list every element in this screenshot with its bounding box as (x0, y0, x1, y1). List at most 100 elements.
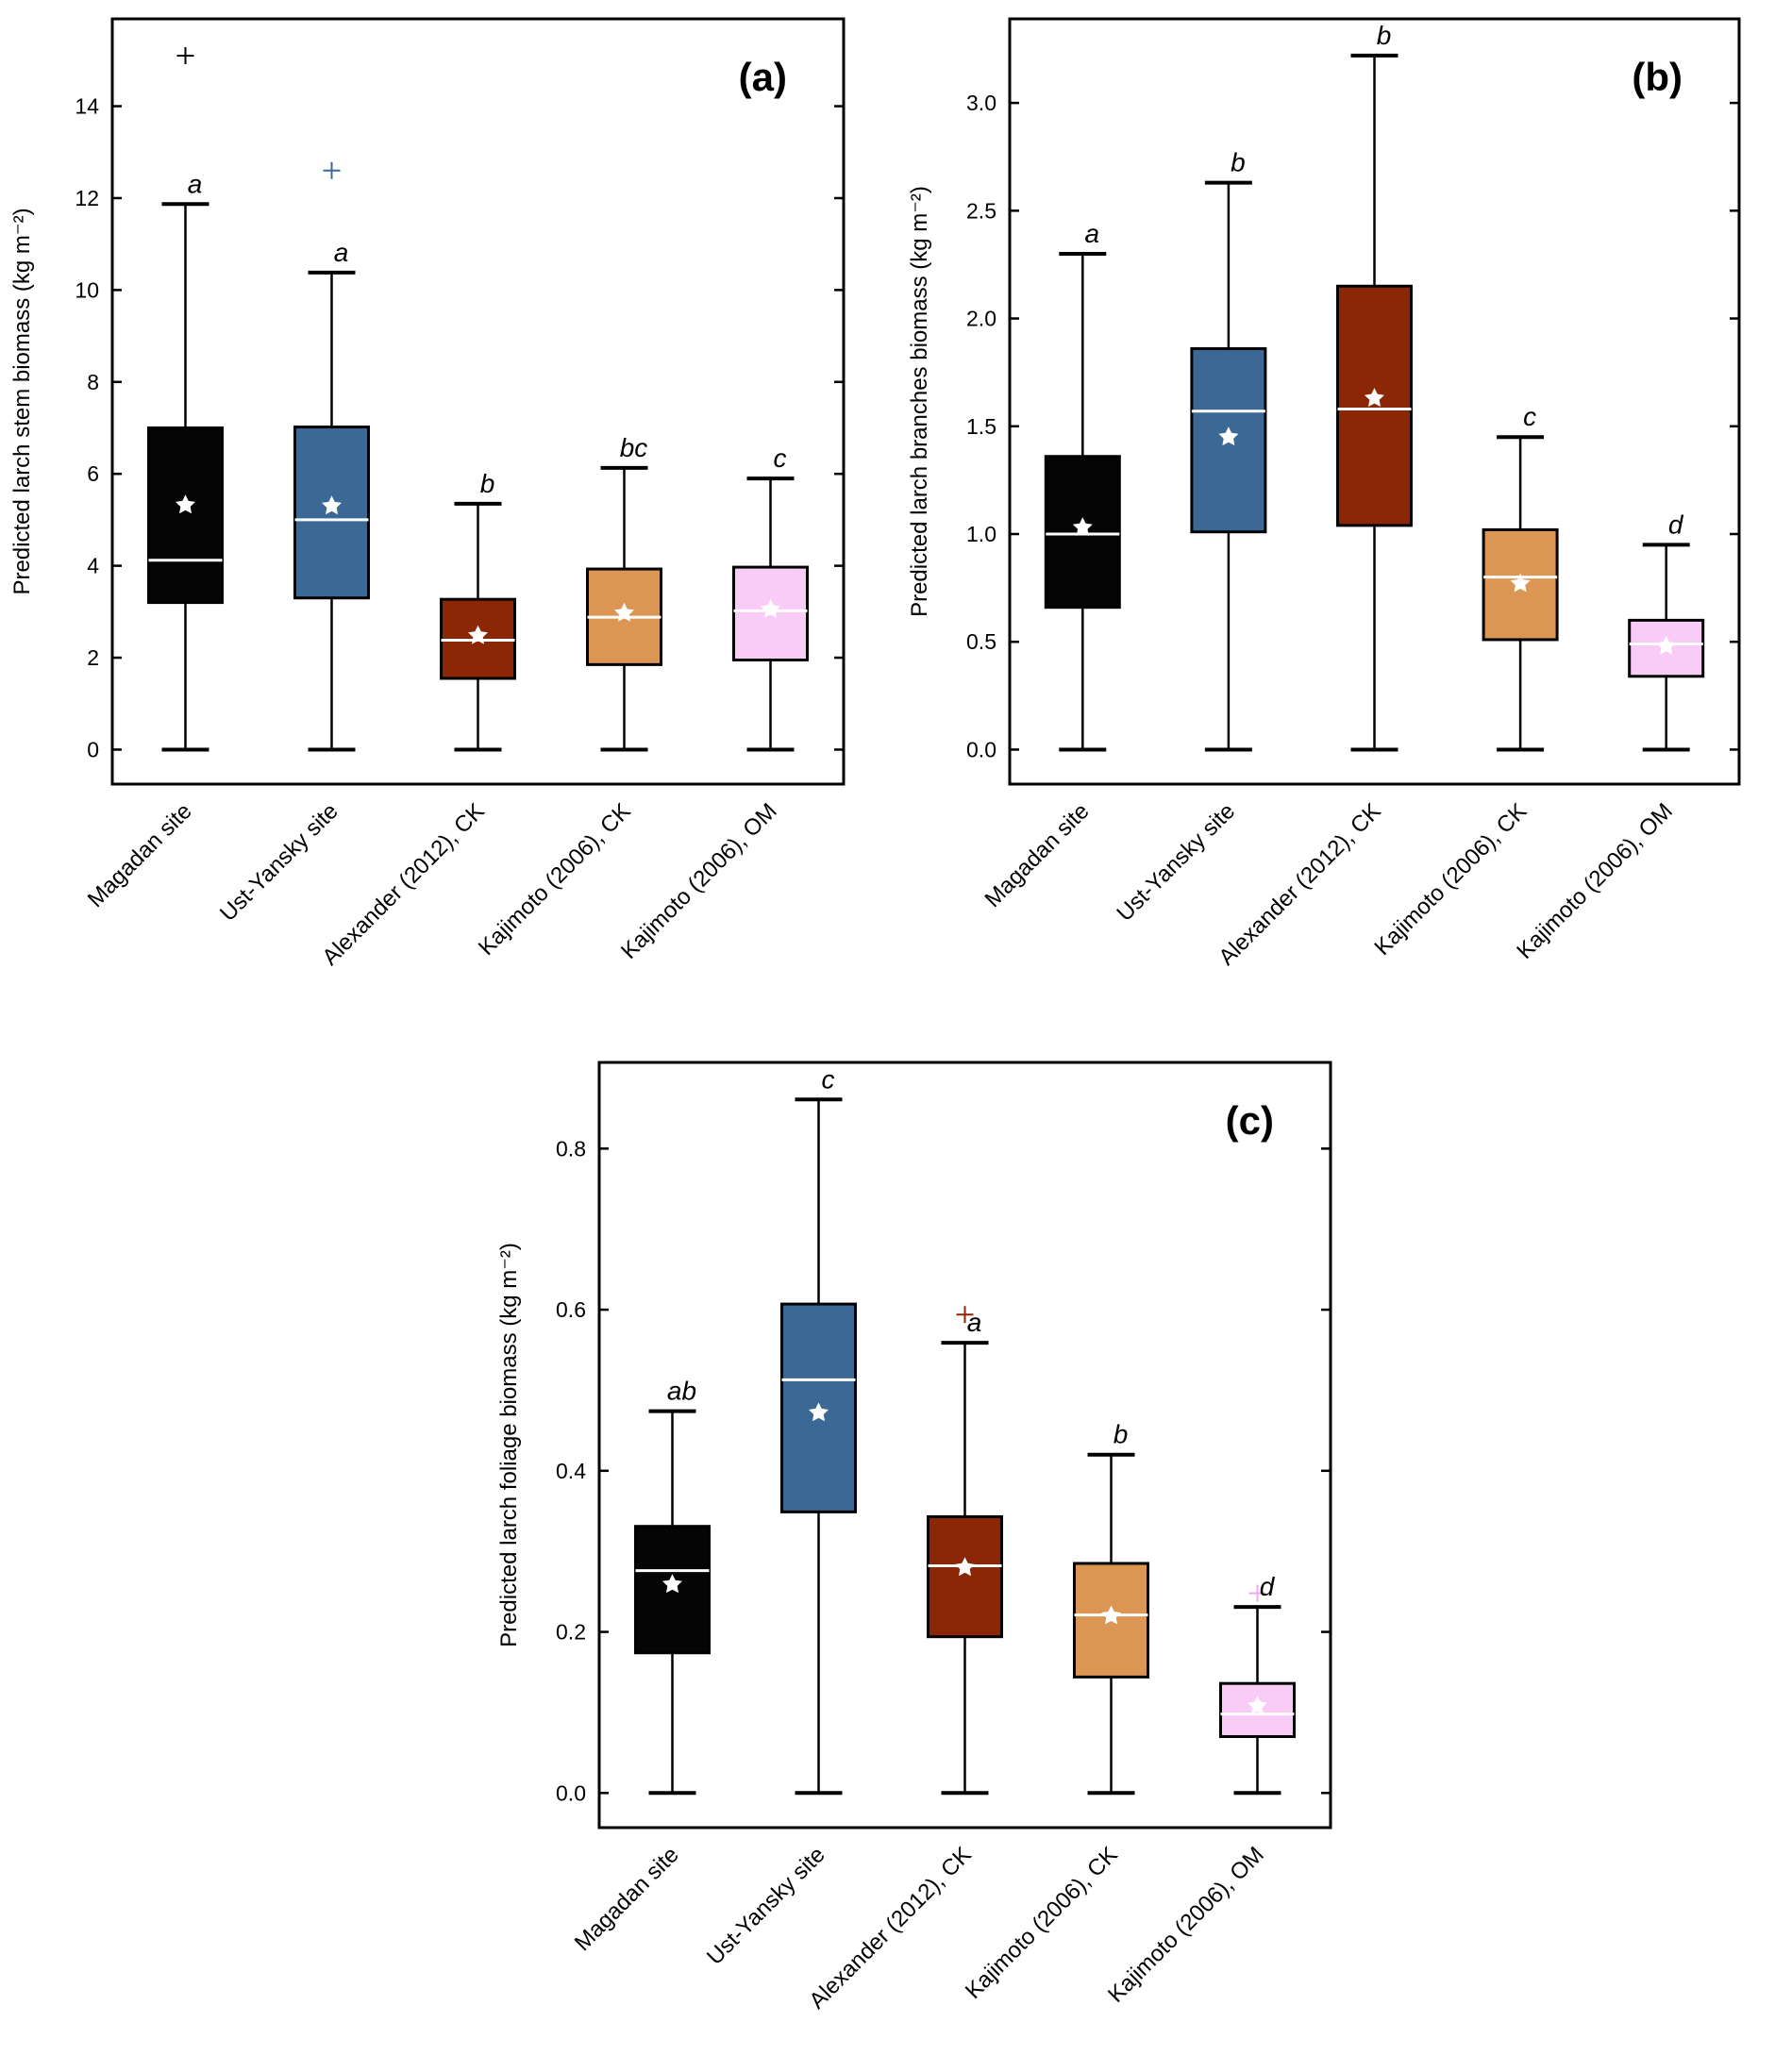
box-iqr (293, 426, 370, 600)
mean-marker (322, 495, 342, 515)
significance-letter: a (188, 169, 203, 198)
box-1: c (780, 1064, 857, 1796)
box-2: b (1336, 21, 1413, 752)
box-1: a (293, 161, 370, 752)
outlier-marker (176, 46, 194, 64)
significance-letter: c (1523, 402, 1536, 431)
significance-letter: a (967, 1308, 982, 1337)
y-tick-label: 2.0 (966, 307, 996, 331)
mean-marker (809, 1402, 829, 1422)
x-tick-label: Kajimoto (2006), OM (1103, 1842, 1269, 2008)
significance-letter: b (1377, 21, 1392, 50)
significance-letter: a (1085, 219, 1100, 248)
panel-label: (a) (739, 55, 787, 99)
significance-letter: a (334, 238, 349, 267)
axes-frame (110, 17, 846, 786)
y-axis-label: Predicted larch branches biomass (kg m⁻²… (907, 186, 932, 617)
y-tick-label: 1.5 (966, 414, 996, 439)
mean-marker (662, 1574, 682, 1594)
axes-frame (597, 1061, 1332, 1830)
x-tick-label: Alexander (2012), CK (1214, 798, 1385, 970)
panel-label: (b) (1632, 55, 1683, 99)
mean-marker (614, 602, 634, 622)
mean-marker (176, 494, 195, 514)
box-3: c (1482, 402, 1559, 752)
y-tick-label: 3.0 (966, 91, 996, 115)
box-0: ab (634, 1377, 711, 1796)
mean-marker (1656, 635, 1677, 655)
box-iqr (147, 426, 224, 605)
significance-letter: d (1668, 510, 1684, 539)
x-tick-label: Ust-Yansky site (702, 1842, 830, 1970)
x-tick-label: Kajimoto (2006), OM (616, 798, 782, 964)
significance-letter: c (822, 1064, 835, 1094)
y-tick-label: 10 (75, 277, 99, 302)
box-iqr (1336, 284, 1413, 527)
y-tick-label: 2.5 (966, 198, 996, 223)
y-tick-label: 0 (87, 737, 99, 761)
panel-b: 0.0 0.5 1.0 1.5 2.0 2.5 3.0 Predicted larch bra… (907, 17, 1741, 970)
box-3: bc (586, 433, 662, 752)
y-tick-label: 1.0 (966, 522, 996, 546)
box-0: a (147, 46, 224, 752)
y-tick-label: 14 (75, 94, 99, 119)
x-tick-label: Magadan site (570, 1842, 684, 1956)
significance-letter: b (1231, 148, 1246, 177)
box-3: b (1073, 1420, 1149, 1796)
significance-letter: b (480, 469, 495, 498)
x-tick-label: Kajimoto (2006), CK (474, 798, 636, 961)
panel-a: 0 2 4 6 8 10 12 14 Predicted larch stem biomass … (9, 17, 846, 970)
mean-marker (468, 625, 488, 644)
mean-marker (955, 1557, 975, 1577)
x-tick-label: Ust-Yansky site (215, 798, 343, 927)
significance-letter: d (1260, 1572, 1276, 1601)
mean-marker (1365, 388, 1384, 407)
y-tick-label: 12 (75, 186, 99, 210)
y-tick-label: 0.6 (556, 1297, 586, 1322)
box-2: a (927, 1306, 1003, 1796)
mean-marker (1101, 1605, 1121, 1625)
x-tick-label: Alexander (2012), CK (804, 1842, 976, 2014)
outlier-marker (323, 161, 341, 179)
outlier-marker (1248, 1584, 1266, 1602)
y-axis-label: Predicted larch stem biomass (kg m⁻²) (9, 208, 35, 594)
x-tick-label: Kajimoto (2006), CK (1369, 798, 1532, 961)
x-tick-label: Kajimoto (2006), CK (961, 1842, 1123, 2004)
box-4: d (1219, 1572, 1296, 1796)
y-tick-label: 0.4 (556, 1459, 586, 1483)
y-axis-label: Predicted larch foliage biomass (kg m⁻²) (496, 1243, 522, 1647)
box-4: c (732, 443, 809, 752)
box-iqr (927, 1514, 1003, 1639)
box-4: d (1628, 510, 1705, 752)
x-tick-label: Kajimoto (2006), OM (1512, 798, 1678, 964)
significance-letter: bc (620, 433, 648, 462)
box-0: a (1044, 219, 1121, 752)
significance-letter: b (1114, 1420, 1129, 1449)
box-2: b (440, 469, 516, 752)
axes-frame (1008, 17, 1741, 786)
mean-marker (1072, 517, 1093, 536)
box-1: b (1190, 148, 1267, 752)
y-tick-label: 0.5 (966, 629, 996, 654)
panel-c: 0.0 0.2 0.4 0.6 0.8 Predicted larch foliage b… (496, 1061, 1332, 2014)
y-tick-label: 0.8 (556, 1136, 586, 1161)
significance-letter: ab (667, 1377, 696, 1406)
x-tick-label: Ust-Yansky site (1112, 798, 1240, 927)
significance-letter: c (774, 443, 787, 473)
x-tick-label: Alexander (2012), CK (317, 798, 489, 970)
outlier-marker (956, 1306, 974, 1324)
y-tick-label: 4 (87, 554, 99, 578)
x-tick-label: Magadan site (83, 798, 197, 912)
mean-marker (1248, 1696, 1267, 1714)
y-tick-label: 8 (87, 370, 99, 394)
panel-label: (c) (1226, 1098, 1274, 1143)
y-tick-label: 0.2 (556, 1620, 586, 1645)
mean-marker (1510, 573, 1531, 593)
box-iqr (634, 1525, 711, 1655)
mean-marker (761, 598, 780, 618)
box-iqr (1628, 618, 1705, 678)
mean-marker (1218, 426, 1239, 446)
y-tick-label: 6 (87, 461, 99, 486)
y-tick-label: 2 (87, 645, 99, 670)
